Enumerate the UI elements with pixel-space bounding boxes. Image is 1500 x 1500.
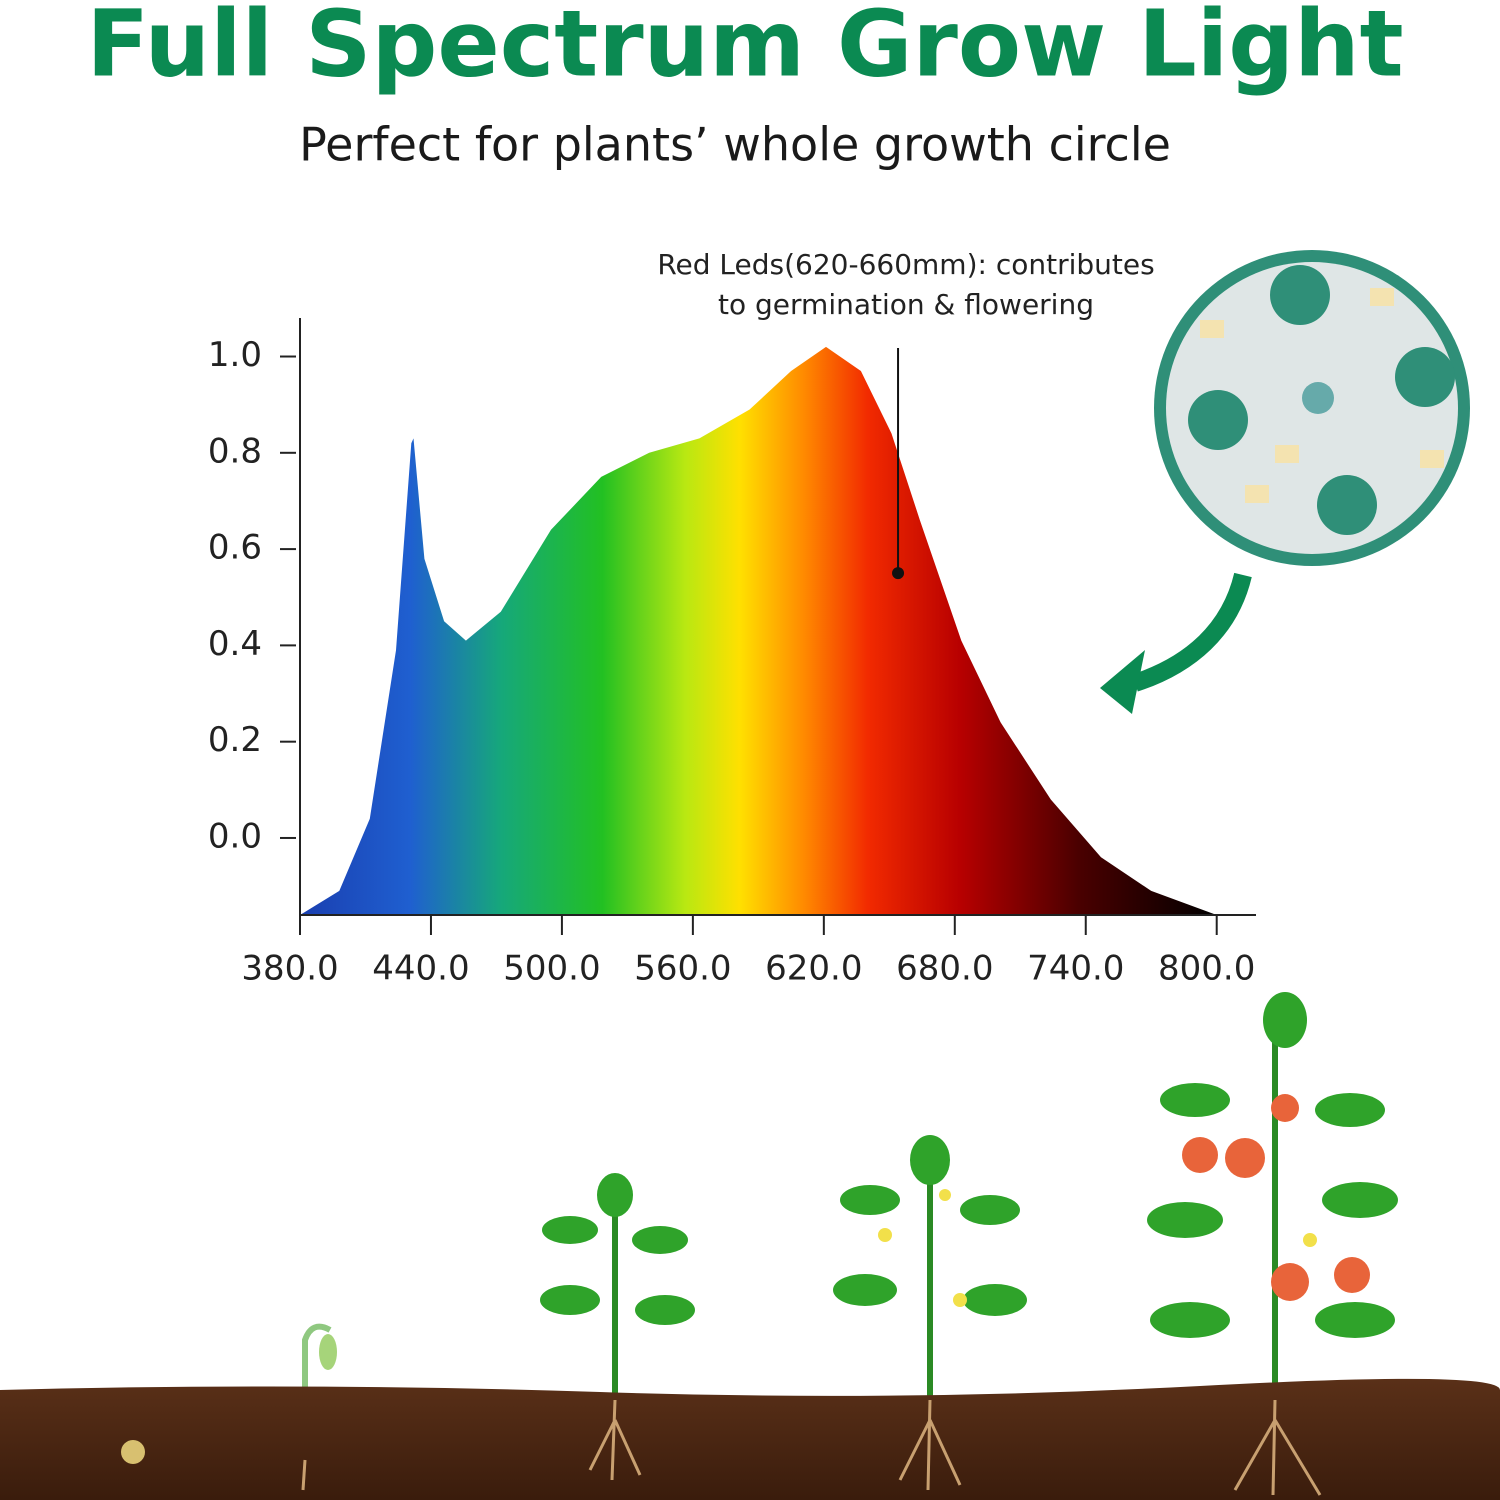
subtitle: Perfect for plants’ whole growth circle [299, 118, 1171, 172]
y-tick-label: 1.0 [208, 335, 262, 375]
chart: 0.0 0.2 0.4 0.6 0.8 1.0 380.0 440.0 500.0 560.0 62… [208, 248, 1256, 989]
soil [0, 1378, 1500, 1500]
x-tick-label: 560.0 [634, 949, 731, 989]
x-tick-label: 680.0 [896, 949, 993, 989]
x-tick-label: 800.0 [1158, 949, 1255, 989]
x-tick-label: 500.0 [503, 949, 600, 989]
y-tick-label: 0.4 [208, 624, 262, 664]
roots [301, 1399, 1322, 1496]
arrow-head [1100, 650, 1145, 714]
x-tick-label: 740.0 [1027, 949, 1124, 989]
y-tick-label: 0.8 [208, 431, 262, 471]
seed [121, 1440, 145, 1464]
x-tick-label: 620.0 [765, 949, 862, 989]
annotation-dot [892, 567, 905, 580]
led-board [1154, 250, 1470, 566]
y-tick-label: 0.6 [208, 528, 262, 568]
y-tick-label: 0.0 [208, 816, 262, 856]
x-tick-label: 380.0 [241, 949, 338, 989]
x-tick-label: 440.0 [372, 949, 469, 989]
annotation-text: to germination & flowering [718, 288, 1094, 321]
spectrum-area [300, 346, 1217, 915]
plants [302, 992, 1398, 1460]
title: Full Spectrum Grow Light [86, 0, 1403, 97]
y-tick-label: 0.2 [208, 720, 262, 760]
annotation-text: Red Leds(620-660mm): contributes [657, 248, 1154, 281]
arrow [1132, 572, 1252, 692]
